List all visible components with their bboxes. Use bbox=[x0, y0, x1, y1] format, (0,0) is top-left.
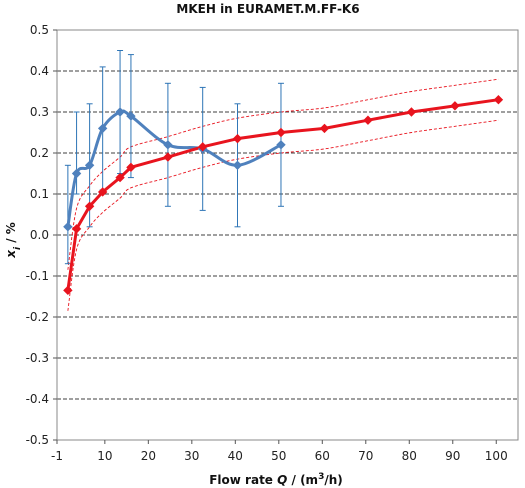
red-point-11 bbox=[363, 115, 373, 125]
blue-point-9 bbox=[276, 140, 286, 150]
line-layer bbox=[66, 98, 499, 291]
red-point-4 bbox=[115, 172, 125, 183]
x-axis-title-suffix: /h) bbox=[324, 473, 342, 487]
red-point-6 bbox=[163, 152, 173, 162]
x-axis-title-var: Q bbox=[277, 473, 287, 487]
blue-point-5 bbox=[126, 111, 136, 121]
blue-point-6 bbox=[163, 140, 173, 150]
red-point-0 bbox=[63, 285, 73, 296]
x-tick-label-3: 30 bbox=[184, 449, 199, 463]
x-axis-title-sup: 3 bbox=[318, 472, 324, 482]
red-point-3 bbox=[97, 187, 108, 197]
red-point-9 bbox=[276, 127, 286, 138]
x-axis-title-mid: / (m bbox=[287, 473, 318, 487]
red-point-8 bbox=[232, 133, 243, 144]
red-point-7 bbox=[197, 142, 208, 152]
red-point-14 bbox=[493, 94, 504, 105]
grid-layer bbox=[57, 70, 518, 400]
x-tick-label-10: 100 bbox=[485, 449, 508, 463]
red-point-10 bbox=[319, 123, 330, 134]
errorbar-layer bbox=[64, 50, 284, 265]
y-tick-label-7: 0.2 bbox=[30, 146, 49, 160]
red-point-5 bbox=[126, 162, 136, 173]
y-tick-label-5: 0.0 bbox=[30, 228, 49, 242]
y-tick-label-3: -0.2 bbox=[26, 310, 49, 324]
red-point-13 bbox=[450, 101, 460, 111]
x-tick-label-2: 20 bbox=[141, 449, 156, 463]
red-point-12 bbox=[406, 107, 417, 117]
x-tick-label-9: 90 bbox=[445, 449, 460, 463]
x-tick-label-5: 50 bbox=[271, 449, 286, 463]
y-tick-label-0: -0.5 bbox=[26, 433, 49, 447]
marker-layer bbox=[63, 94, 504, 296]
x-tick-label-8: 80 bbox=[402, 449, 417, 463]
x-tick-label-0: -1 bbox=[51, 449, 63, 463]
axis-layer: -0.5 -0.4 -0.3 -0.2 -0.1 0.0 0.1 0.2 0.3 0.4 0.5 -1… bbox=[26, 23, 519, 463]
blue-point-8 bbox=[232, 160, 243, 171]
y-axis-title-suffix: / % bbox=[4, 222, 18, 247]
x-tick-label-6: 60 bbox=[315, 449, 330, 463]
red-point-1 bbox=[71, 224, 82, 234]
x-axis-title: Flow rate Q / (m3/h) bbox=[209, 472, 343, 487]
y-tick-label-6: 0.1 bbox=[30, 187, 49, 201]
x-tick-label-1: 10 bbox=[97, 449, 112, 463]
y-axis-title-var: x bbox=[4, 249, 18, 259]
red-point-2 bbox=[84, 201, 95, 212]
y-axis-title-sub: i bbox=[13, 246, 23, 250]
y-tick-label-8: 0.3 bbox=[30, 105, 49, 119]
y-tick-label-2: -0.3 bbox=[26, 351, 49, 365]
blue-point-3 bbox=[97, 123, 108, 134]
x-axis-title-prefix: Flow rate bbox=[209, 473, 277, 487]
red-band-low-line bbox=[67, 119, 499, 311]
blue-point-4 bbox=[115, 107, 125, 117]
red-series-line bbox=[66, 98, 499, 291]
blue-series-line bbox=[66, 109, 282, 228]
y-tick-label-1: -0.4 bbox=[26, 392, 49, 406]
blue-point-2 bbox=[84, 160, 95, 171]
chart-title: MKEH in EURAMET.M.FF-K6 bbox=[176, 2, 359, 16]
blue-point-1 bbox=[71, 168, 82, 179]
x-tick-label-7: 70 bbox=[358, 449, 373, 463]
x-tick-label-4: 40 bbox=[228, 449, 243, 463]
y-tick-label-4: -0.1 bbox=[26, 269, 49, 283]
y-tick-label-9: 0.4 bbox=[30, 64, 49, 78]
blue-point-0 bbox=[63, 222, 73, 232]
y-axis-title: xi / % bbox=[4, 222, 23, 259]
y-tick-label-10: 0.5 bbox=[30, 23, 49, 37]
